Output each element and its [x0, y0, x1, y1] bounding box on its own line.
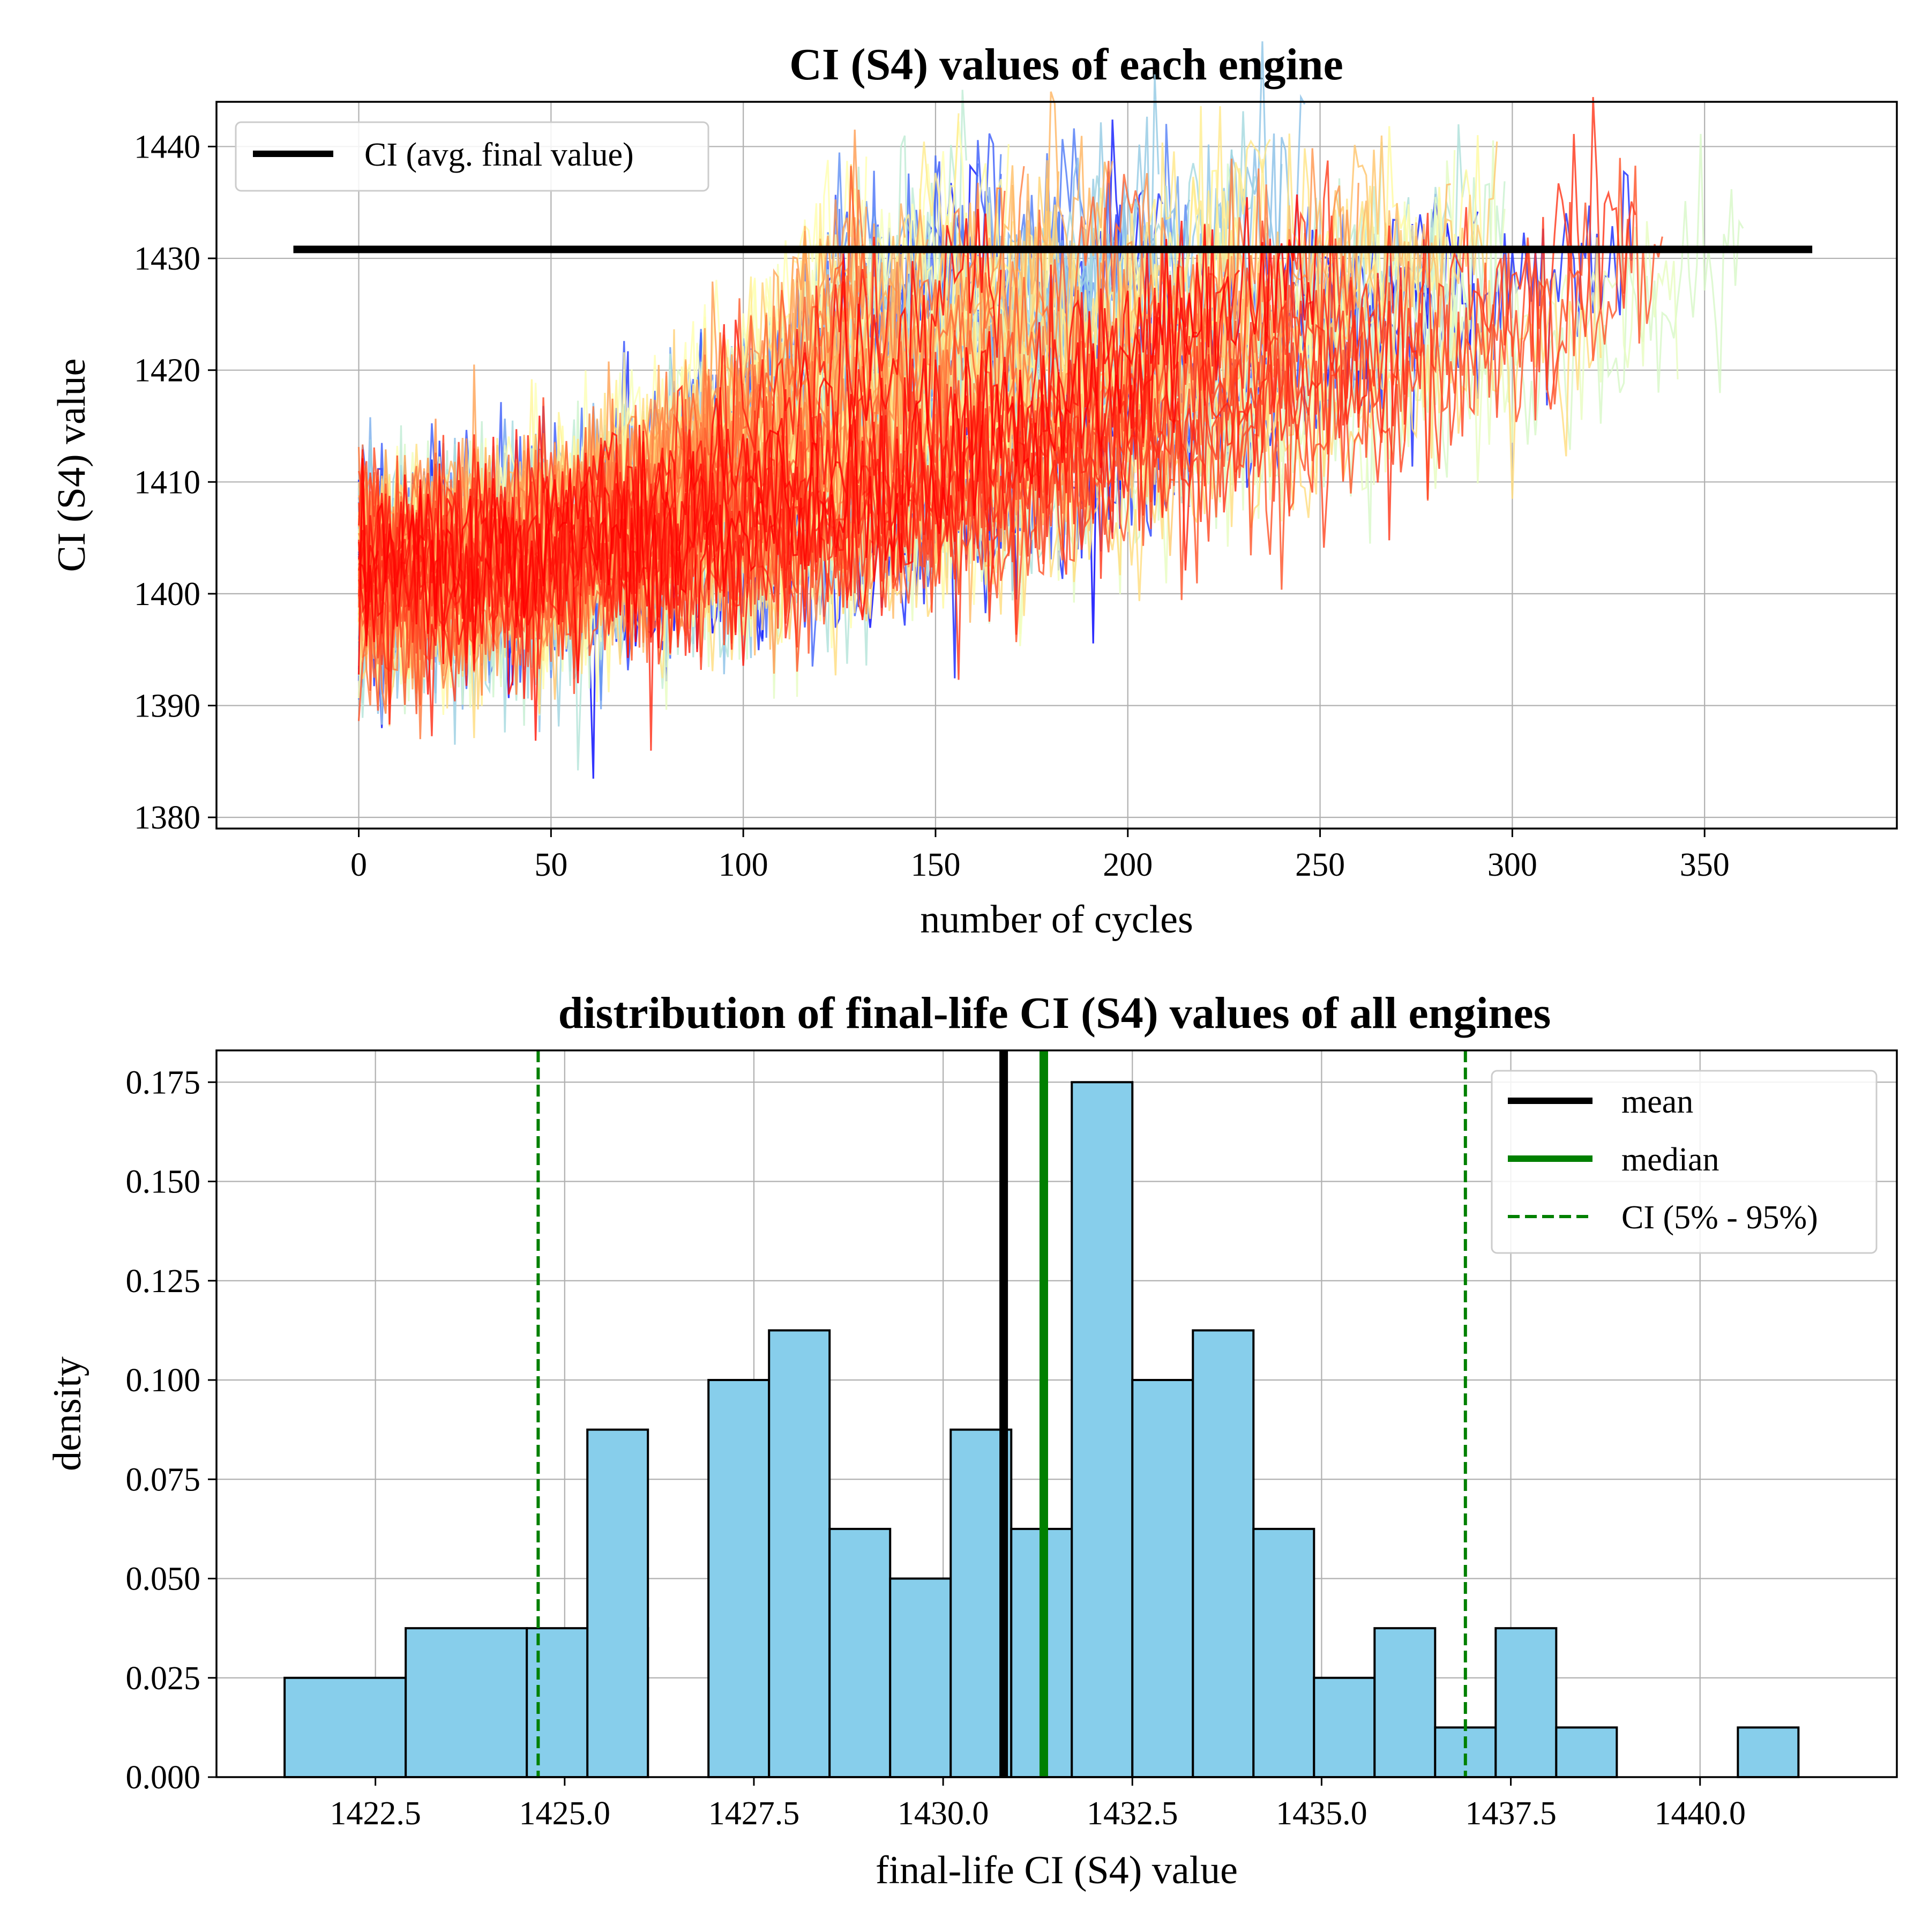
histogram-x-ticks: 1422.5 1425.0 1427.5 1430.0 1432.5 1435.0 1437… — [330, 1777, 1746, 1832]
histogram-bar-13 — [1192, 1329, 1255, 1779]
line-chart-legend: CI (avg. final value) — [235, 121, 709, 192]
histogram-x-label: final-life CI (S4) value — [876, 1848, 1238, 1892]
legend-label-median: median — [1621, 1142, 1719, 1178]
legend-label-avg-final: CI (avg. final value) — [364, 137, 634, 173]
histogram-y-label: density — [46, 1356, 89, 1471]
histogram-bar-17 — [1434, 1726, 1497, 1778]
bottom-y-tick-label-7: 0.175 — [126, 1064, 201, 1101]
line-chart-title: CI (S4) values of each engine — [789, 40, 1343, 89]
histogram-bar-8 — [889, 1577, 952, 1779]
bottom-y-tick-label-0: 0.000 — [126, 1759, 201, 1796]
histogram-bar-1 — [283, 1676, 407, 1779]
engine-line-98 — [357, 220, 1198, 695]
bottom-y-tick-label-1: 0.025 — [126, 1660, 201, 1697]
histogram-title: distribution of final-life CI (S4) value… — [558, 988, 1551, 1038]
line-chart-x-ticks: 0 50 100 150 200 250 300 350 — [350, 829, 1730, 883]
line-chart-x-label: number of cycles — [920, 898, 1193, 942]
histogram-bar-2 — [405, 1627, 528, 1778]
top-y-tick-label-3: 1410 — [134, 464, 200, 501]
top-y-tick-label-0: 1380 — [134, 800, 200, 836]
histogram-bar-4 — [586, 1428, 649, 1779]
histogram-bar-5 — [707, 1379, 771, 1778]
histogram-bar-11 — [1071, 1081, 1134, 1778]
top-y-tick-label-5: 1430 — [134, 241, 200, 277]
histogram-bar-7 — [828, 1527, 892, 1778]
bottom-x-tick-label-1: 1425.0 — [519, 1795, 611, 1832]
line-chart-frame — [215, 101, 1898, 830]
top-x-tick-label-6: 300 — [1487, 847, 1537, 883]
histogram-bars — [283, 1081, 1800, 1779]
histogram-bar-19 — [1555, 1726, 1618, 1778]
top-y-tick-label-2: 1400 — [134, 576, 200, 613]
top-y-tick-label-1: 1390 — [134, 688, 200, 725]
bottom-x-tick-label-2: 1427.5 — [708, 1795, 800, 1832]
histogram-frame — [215, 1049, 1898, 1778]
line-chart-legend-box — [235, 121, 709, 192]
bottom-y-tick-label-6: 0.150 — [126, 1164, 201, 1200]
histogram-panel: distribution of final-life CI (S4) value… — [46, 988, 1898, 1892]
bottom-y-tick-label-2: 0.050 — [126, 1561, 201, 1598]
top-x-tick-label-3: 150 — [910, 847, 960, 883]
bottom-x-tick-label-5: 1435.0 — [1276, 1795, 1367, 1832]
bottom-y-tick-label-5: 0.125 — [126, 1263, 201, 1300]
histogram-bar-6 — [768, 1329, 831, 1779]
line-chart-y-label: CI (S4) value — [50, 359, 94, 572]
engine-line-100 — [357, 194, 1317, 683]
top-x-tick-label-0: 0 — [350, 847, 367, 883]
bottom-x-tick-label-3: 1430.0 — [898, 1795, 989, 1832]
bottom-x-tick-label-4: 1432.5 — [1087, 1795, 1178, 1832]
histogram-stat-lines — [536, 1050, 1467, 1777]
top-x-tick-label-2: 100 — [719, 847, 768, 883]
legend-label-ci: CI (5% - 95%) — [1621, 1199, 1818, 1236]
histogram-bar-18 — [1494, 1627, 1558, 1778]
top-x-tick-label-7: 350 — [1680, 847, 1730, 883]
top-x-tick-label-1: 50 — [534, 847, 567, 883]
top-x-tick-label-5: 250 — [1295, 847, 1345, 883]
top-y-tick-label-6: 1440 — [134, 129, 200, 165]
histogram-bar-16 — [1373, 1627, 1437, 1778]
bottom-x-tick-label-6: 1437.5 — [1465, 1795, 1557, 1832]
top-y-tick-label-4: 1420 — [134, 353, 200, 389]
bottom-y-tick-label-4: 0.100 — [126, 1362, 201, 1399]
bottom-x-tick-label-7: 1440.0 — [1654, 1795, 1746, 1832]
top-x-tick-label-4: 200 — [1103, 847, 1153, 883]
bottom-y-tick-label-3: 0.075 — [126, 1461, 201, 1498]
histogram-legend-box — [1491, 1070, 1878, 1254]
histogram-bar-12 — [1131, 1379, 1194, 1778]
histogram-bar-14 — [1252, 1527, 1315, 1778]
bottom-x-tick-label-0: 1422.5 — [330, 1795, 421, 1832]
histogram-legend: mean median CI (5% - 95%) — [1491, 1070, 1878, 1254]
legend-label-mean: mean — [1621, 1084, 1693, 1120]
histogram-bar-15 — [1313, 1676, 1376, 1779]
line-chart-panel: CI (S4) values of each engine 0 50 100 150 2… — [50, 40, 1898, 942]
histogram-bar-20 — [1737, 1726, 1800, 1778]
line-chart-y-ticks: 1380 1390 1400 1410 1420 1430 1440 — [134, 129, 216, 836]
engine-line-94 — [357, 215, 1394, 751]
histogram-y-ticks: 0.000 0.025 0.050 0.075 0.100 0.125 0.150 0.175 — [126, 1064, 216, 1796]
engine-lines — [357, 41, 1744, 779]
